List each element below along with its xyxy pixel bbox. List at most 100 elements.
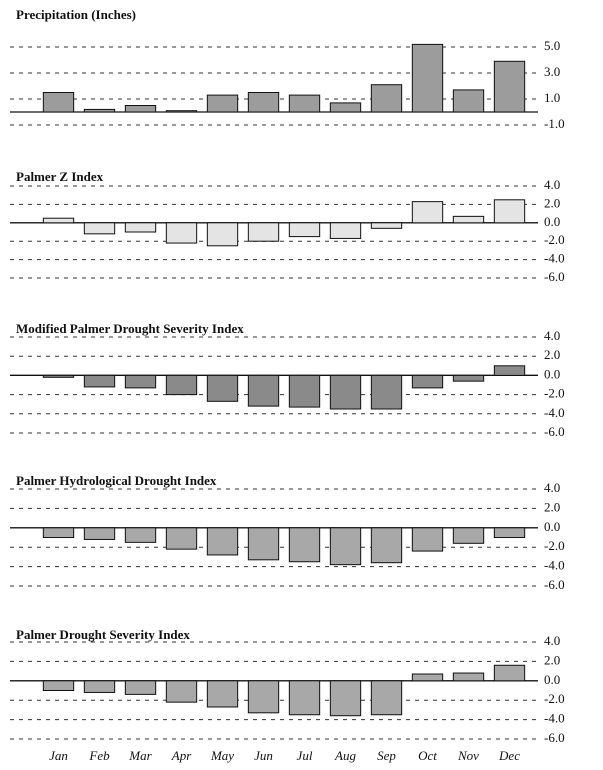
bar [493, 527, 526, 538]
y-tick-label: -2.0 [544, 538, 565, 553]
x-tick-label: Mar [128, 748, 152, 763]
bar [206, 94, 239, 113]
bar [247, 92, 280, 113]
bar [83, 222, 116, 235]
y-tick-label: 5.0 [544, 38, 560, 53]
bar [83, 108, 116, 113]
bar [124, 222, 157, 233]
y-tick-label: -2.0 [544, 691, 565, 706]
bar [370, 680, 403, 716]
bar [329, 222, 362, 239]
y-tick-label: 0.0 [544, 519, 560, 534]
y-tick-label: 2.0 [544, 195, 560, 210]
x-tick-label: Feb [88, 748, 110, 763]
panel-title: Precipitation (Inches) [16, 7, 136, 22]
panel-title: Palmer Z Index [16, 169, 104, 184]
x-tick-label: Jan [49, 748, 68, 763]
bar [493, 60, 526, 113]
panel-title: Palmer Drought Severity Index [16, 627, 190, 642]
y-tick-label: -6.0 [544, 730, 565, 745]
bar [452, 527, 485, 544]
y-tick-label: 3.0 [544, 64, 560, 79]
bar [452, 374, 485, 382]
bar [124, 105, 157, 113]
bar [42, 217, 75, 224]
bar [452, 215, 485, 224]
bar [329, 527, 362, 566]
bar [165, 680, 198, 703]
y-tick-label: 1.0 [544, 90, 560, 105]
y-tick-label: -4.0 [544, 558, 565, 573]
bar [42, 527, 75, 538]
x-tick-label: Jul [297, 748, 313, 763]
y-tick-label: -2.0 [544, 386, 565, 401]
bar [370, 527, 403, 564]
x-tick-label: Sep [377, 748, 396, 763]
bar [247, 680, 280, 714]
y-tick-label: -4.0 [544, 711, 565, 726]
y-tick-label: 2.0 [544, 499, 560, 514]
bar [411, 673, 444, 682]
bar [206, 680, 239, 708]
bar [288, 374, 321, 408]
bar [370, 222, 403, 229]
bar [206, 222, 239, 247]
y-tick-label: 4.0 [544, 633, 560, 648]
bar [493, 664, 526, 682]
bar [124, 680, 157, 695]
x-tick-label: Oct [418, 748, 437, 763]
x-tick-label: May [210, 748, 234, 763]
bar [206, 374, 239, 402]
x-tick-label: Apr [171, 748, 192, 763]
y-tick-label: 0.0 [544, 214, 560, 229]
bar [370, 84, 403, 113]
bar [83, 527, 116, 540]
y-tick-label: -6.0 [544, 269, 565, 284]
y-tick-label: -2.0 [544, 232, 565, 247]
bar [288, 527, 321, 563]
y-tick-label: -6.0 [544, 577, 565, 592]
y-tick-label: 4.0 [544, 480, 560, 495]
bar [83, 680, 116, 693]
bar [42, 92, 75, 113]
bar [329, 102, 362, 113]
y-tick-label: 0.0 [544, 366, 560, 381]
bar [247, 374, 280, 407]
bar [411, 201, 444, 224]
bar [83, 374, 116, 388]
bar [370, 374, 403, 410]
x-tick-label: Aug [334, 748, 356, 763]
bar [247, 527, 280, 561]
x-tick-label: Nov [457, 748, 479, 763]
bar [493, 365, 526, 376]
x-tick-label: Dec [498, 748, 520, 763]
y-tick-label: 2.0 [544, 652, 560, 667]
bar [165, 374, 198, 396]
y-tick-label: 2.0 [544, 347, 560, 362]
bar [329, 374, 362, 410]
bar [288, 222, 321, 238]
y-tick-label: 4.0 [544, 328, 560, 343]
panel-title: Modified Palmer Drought Severity Index [16, 321, 244, 336]
bar [124, 527, 157, 543]
bar [452, 89, 485, 113]
bar [411, 374, 444, 389]
panel-title: Palmer Hydrological Drought Index [16, 473, 217, 488]
bar [206, 527, 239, 556]
bar [247, 222, 280, 242]
y-tick-label: -6.0 [544, 424, 565, 439]
bar [288, 94, 321, 113]
bar [42, 680, 75, 691]
bar [288, 680, 321, 716]
y-tick-label: 0.0 [544, 672, 560, 687]
bar [42, 374, 75, 378]
bar [411, 527, 444, 552]
y-tick-label: 4.0 [544, 177, 560, 192]
y-tick-label: -1.0 [544, 116, 565, 131]
bar [165, 222, 198, 244]
bar [452, 672, 485, 682]
y-tick-label: -4.0 [544, 251, 565, 266]
bar [165, 527, 198, 550]
bar [493, 199, 526, 224]
